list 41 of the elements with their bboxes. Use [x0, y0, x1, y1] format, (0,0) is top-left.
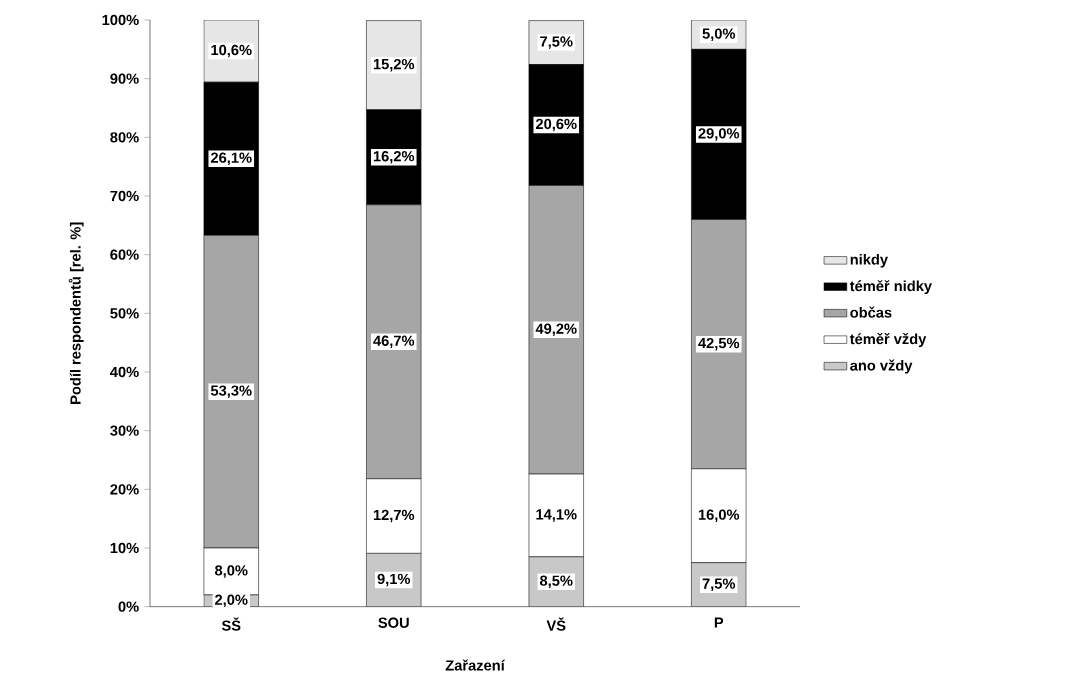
y-tick-label: 10% — [110, 542, 139, 554]
y-tick-label: 70% — [110, 190, 139, 202]
y-tick-label: 50% — [110, 308, 139, 319]
y-tick-label: 90% — [110, 73, 139, 84]
data-label: 9,1% — [377, 573, 411, 587]
data-label: 8,0% — [215, 565, 248, 578]
x-tick-label: SOU — [378, 617, 409, 628]
legend-label: občas — [850, 306, 892, 318]
y-tick-label: 60% — [110, 249, 139, 260]
x-axis-title: Zařazení — [445, 659, 506, 671]
legend-label: nikdy — [850, 253, 888, 268]
data-label: 20,6% — [535, 118, 577, 132]
data-label: 42,5% — [698, 337, 740, 351]
y-tick-label: 40% — [110, 366, 139, 378]
legend-label: ano vždy — [850, 359, 913, 374]
legend-label: téměř nidky — [849, 280, 932, 295]
data-label: 16,0% — [698, 509, 740, 522]
data-label: 14,1% — [536, 509, 577, 522]
y-tick-label: 30% — [110, 425, 139, 436]
data-label: 15,2% — [373, 58, 415, 72]
data-label: 7,5% — [702, 578, 736, 591]
x-tick-label: SŠ — [221, 617, 241, 631]
legend-label: téměř vždy — [849, 333, 927, 348]
data-label: 53,3% — [210, 385, 252, 398]
y-tick-label: 100% — [102, 14, 139, 26]
data-label: 8,5% — [540, 575, 573, 588]
data-label: 49,2% — [535, 323, 577, 337]
y-tick-label: 0% — [118, 601, 139, 612]
data-label: 10,6% — [211, 44, 252, 58]
y-tick-label: 20% — [110, 484, 139, 495]
x-tick-label: VŠ — [546, 617, 566, 631]
data-label: 5,0% — [702, 28, 736, 41]
data-label: 7,5% — [540, 36, 573, 49]
data-label: 29,0% — [698, 128, 740, 141]
data-label: 12,7% — [373, 509, 415, 523]
x-tick-label: P — [714, 617, 724, 628]
y-tick-label: 80% — [110, 132, 139, 143]
data-label: 16,2% — [373, 151, 415, 164]
data-label: 46,7% — [373, 335, 415, 349]
y-axis-title: Podíl respondentů [rel. %] — [68, 222, 84, 404]
data-label: 26,1% — [210, 152, 252, 166]
